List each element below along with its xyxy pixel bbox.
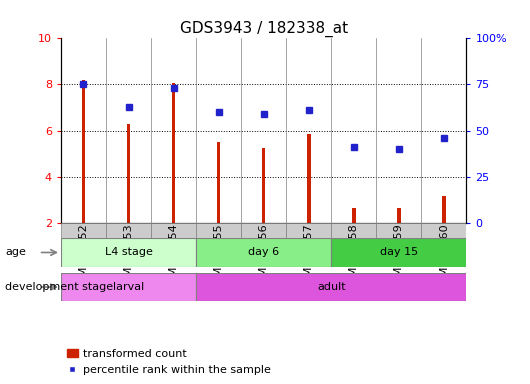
Bar bbox=[421, 223, 466, 238]
Text: GSM542658: GSM542658 bbox=[349, 223, 359, 291]
Text: GSM542657: GSM542657 bbox=[304, 223, 314, 291]
Bar bbox=[196, 273, 466, 301]
Text: L4 stage: L4 stage bbox=[104, 247, 153, 258]
Bar bbox=[151, 223, 196, 238]
Text: GSM542660: GSM542660 bbox=[439, 223, 449, 291]
Text: adult: adult bbox=[317, 282, 346, 292]
Text: day 15: day 15 bbox=[380, 247, 418, 258]
Bar bbox=[106, 223, 151, 238]
Text: GSM542656: GSM542656 bbox=[259, 223, 269, 291]
Text: GSM542654: GSM542654 bbox=[169, 223, 179, 291]
Bar bbox=[397, 208, 401, 223]
Text: GSM542659: GSM542659 bbox=[394, 223, 404, 291]
Bar bbox=[217, 142, 220, 223]
Bar bbox=[172, 83, 175, 223]
Bar bbox=[61, 273, 196, 301]
Bar bbox=[262, 148, 266, 223]
Bar bbox=[352, 208, 356, 223]
Bar bbox=[331, 238, 466, 267]
Bar bbox=[127, 124, 130, 223]
Bar bbox=[442, 196, 446, 223]
Bar bbox=[376, 223, 421, 238]
Bar bbox=[82, 80, 85, 223]
Legend: transformed count, percentile rank within the sample: transformed count, percentile rank withi… bbox=[66, 349, 271, 375]
Bar bbox=[286, 223, 331, 238]
Bar bbox=[331, 223, 376, 238]
Bar bbox=[196, 238, 331, 267]
Bar bbox=[61, 238, 196, 267]
Bar bbox=[307, 134, 311, 223]
Bar bbox=[61, 223, 106, 238]
Text: age: age bbox=[5, 247, 26, 258]
Bar bbox=[196, 223, 241, 238]
Title: GDS3943 / 182338_at: GDS3943 / 182338_at bbox=[180, 21, 348, 37]
Text: GSM542655: GSM542655 bbox=[214, 223, 224, 291]
Bar bbox=[241, 223, 286, 238]
Text: larval: larval bbox=[113, 282, 144, 292]
Text: GSM542652: GSM542652 bbox=[78, 223, 89, 291]
Text: GSM542653: GSM542653 bbox=[123, 223, 134, 291]
Text: development stage: development stage bbox=[5, 282, 113, 292]
Text: day 6: day 6 bbox=[248, 247, 279, 258]
